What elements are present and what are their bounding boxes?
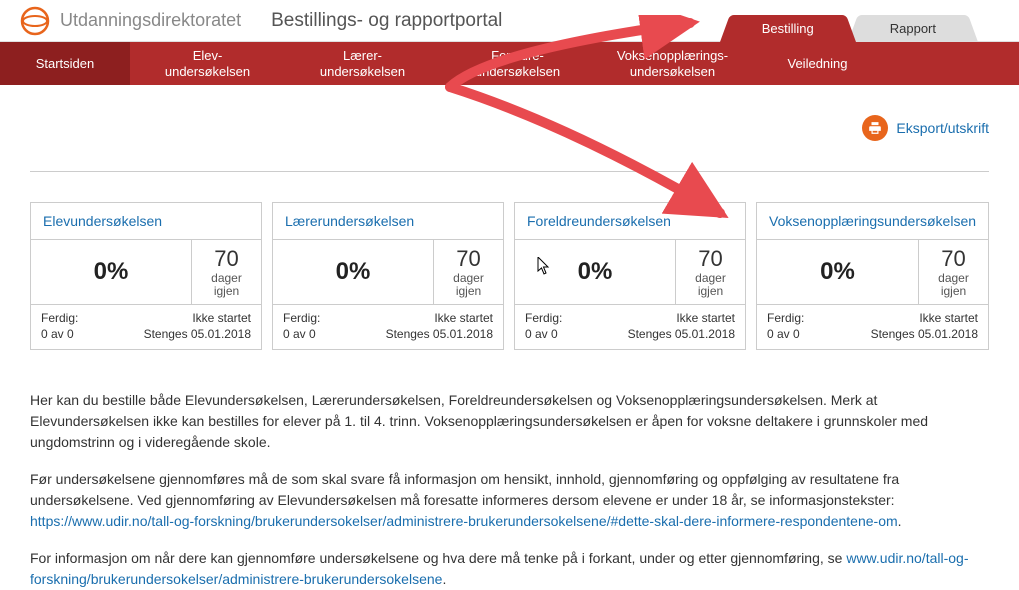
top-bar: Utdanningsdirektoratet Bestillings- og r… [0,0,1019,42]
days-label-2: igjen [698,285,723,298]
stenges-text: Stenges 05.01.2018 [144,327,251,341]
brand-logo[interactable]: Utdanningsdirektoratet [20,6,241,36]
nav-startsiden[interactable]: Startsiden [0,42,130,85]
card-mid: 0% 70 dager igjen [31,240,261,305]
days-label-2: igjen [214,285,239,298]
stenges-text: Stenges 05.01.2018 [871,327,978,341]
card-mid: 0% 70 dager igjen [515,240,745,305]
ferdig-value: 0 av 0 [525,327,558,341]
content-area: Eksport/utskrift Elevundersøkelsen 0% 70… [0,85,1019,590]
ferdig-label: Ferdig: [767,311,804,325]
body-text: Her kan du bestille både Elevundersøkels… [30,390,989,590]
nav-laerer[interactable]: Lærer-undersøkelsen [285,42,440,85]
card-footer: Ferdig: Ikke startet 0 av 0 Stenges 05.01.… [273,305,503,349]
days-number: 70 [698,246,722,272]
intro-paragraph-2: Før undersøkelsene gjennomføres må de so… [30,469,989,532]
days-label-2: igjen [456,285,481,298]
nav-voksen[interactable]: Voksenopplærings-undersøkelsen [595,42,750,85]
card-footer: Ferdig: Ikke startet 0 av 0 Stenges 05.01.… [515,305,745,349]
status-text: Ikke startet [919,311,978,325]
card-percent: 0% [31,240,191,304]
divider [30,171,989,172]
card-footer: Ferdig: Ikke startet 0 av 0 Stenges 05.01.… [31,305,261,349]
card-days: 70 dager igjen [433,240,503,304]
card-title[interactable]: Lærerundersøkelsen [273,203,503,240]
nav-veiledning[interactable]: Veiledning [750,42,885,85]
nav-spacer [885,42,1019,85]
ferdig-value: 0 av 0 [767,327,800,341]
info-link-1[interactable]: https://www.udir.no/tall-og-forskning/br… [30,513,898,529]
stenges-text: Stenges 05.01.2018 [628,327,735,341]
card-percent: 0% [515,240,675,304]
p2-text: Før undersøkelsene gjennomføres må de so… [30,471,899,508]
status-text: Ikke startet [434,311,493,325]
survey-cards: Elevundersøkelsen 0% 70 dager igjen Ferd… [30,202,989,350]
card-days: 70 dager igjen [675,240,745,304]
card-mid: 0% 70 dager igjen [273,240,503,305]
print-icon[interactable] [862,115,888,141]
days-number: 70 [214,246,238,272]
card-foreldre: Foreldreundersøkelsen 0% 70 dager igjen … [514,202,746,350]
portal-title: Bestillings- og rapportportal [271,10,502,32]
intro-paragraph-3: For informasjon om når dere kan gjennomf… [30,548,989,590]
ferdig-value: 0 av 0 [283,327,316,341]
p3-text: For informasjon om når dere kan gjennomf… [30,550,846,566]
main-nav: Startsiden Elev-undersøkelsen Lærer-unde… [0,42,1019,85]
intro-paragraph-1: Her kan du bestille både Elevundersøkels… [30,390,989,453]
card-mid: 0% 70 dager igjen [757,240,988,305]
status-text: Ikke startet [676,311,735,325]
tab-rapport[interactable]: Rapport [862,15,964,42]
card-days: 70 dager igjen [191,240,261,304]
days-number: 70 [456,246,480,272]
nav-elev[interactable]: Elev-undersøkelsen [130,42,285,85]
card-title[interactable]: Foreldreundersøkelsen [515,203,745,240]
ferdig-label: Ferdig: [41,311,78,325]
card-percent: 0% [273,240,433,304]
tab-bestilling[interactable]: Bestilling [734,15,842,42]
days-number: 70 [941,246,965,272]
card-days: 70 dager igjen [918,240,988,304]
status-text: Ikke startet [192,311,251,325]
brand-name: Utdanningsdirektoratet [60,10,241,31]
logo-icon [20,6,50,36]
card-footer: Ferdig: Ikke startet 0 av 0 Stenges 05.01.… [757,305,988,349]
nav-foreldre[interactable]: Foreldre-undersøkelsen [440,42,595,85]
card-title[interactable]: Voksenopplæringsundersøkelsen [757,203,988,240]
card-percent: 0% [757,240,918,304]
card-title[interactable]: Elevundersøkelsen [31,203,261,240]
stenges-text: Stenges 05.01.2018 [386,327,493,341]
ferdig-value: 0 av 0 [41,327,74,341]
export-row: Eksport/utskrift [30,105,989,171]
export-link[interactable]: Eksport/utskrift [896,120,989,136]
card-voksen: Voksenopplæringsundersøkelsen 0% 70 dage… [756,202,989,350]
days-label-2: igjen [941,285,966,298]
card-elev: Elevundersøkelsen 0% 70 dager igjen Ferd… [30,202,262,350]
card-laerer: Lærerundersøkelsen 0% 70 dager igjen Fer… [272,202,504,350]
context-tabs: Bestilling Rapport [734,15,964,42]
ferdig-label: Ferdig: [525,311,562,325]
ferdig-label: Ferdig: [283,311,320,325]
